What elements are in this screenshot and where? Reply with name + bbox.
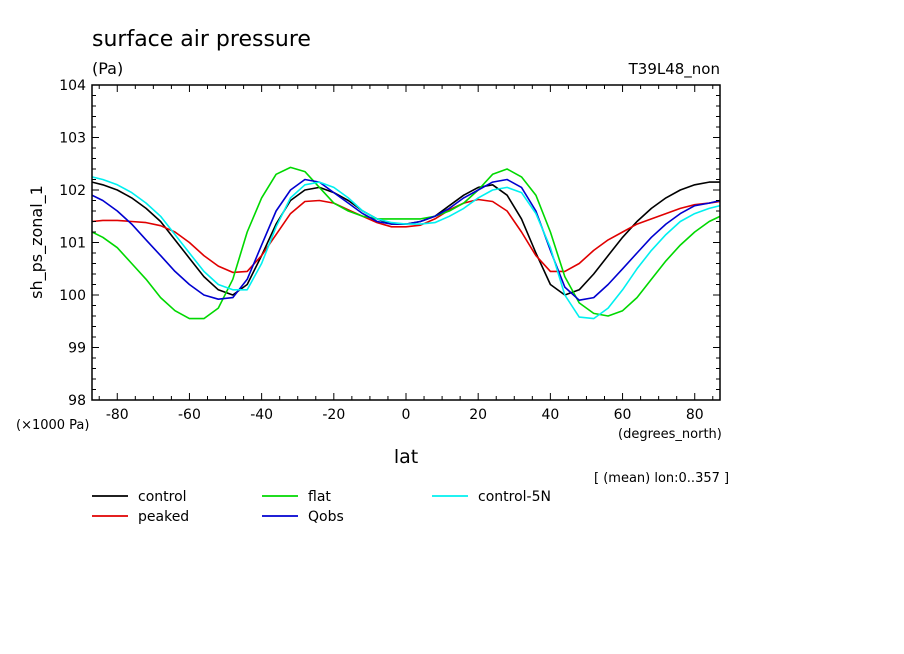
legend-label: control <box>138 489 187 505</box>
run-label: T39L48_non <box>628 60 720 79</box>
y-tick-label: 101 <box>59 236 86 252</box>
y-axis-ticks: 98 99 100 101 102 103 104 <box>59 78 720 409</box>
x-tick-label: -20 <box>322 407 345 423</box>
legend: control peaked flat Qobs control-5N <box>92 489 551 525</box>
x-tick-label: -40 <box>250 407 273 423</box>
x-tick-label: 60 <box>614 407 632 423</box>
y-tick-label: 98 <box>68 393 86 409</box>
y-axis-label: sh_ps_zonal_1 <box>27 185 47 299</box>
x-tick-label: 20 <box>469 407 487 423</box>
x-axis-units: (degrees_north) <box>618 427 722 442</box>
legend-label: flat <box>308 489 331 505</box>
x-tick-label: 80 <box>686 407 704 423</box>
legend-label: control-5N <box>478 489 551 505</box>
y-tick-label: 100 <box>59 288 86 304</box>
plot-area: -80 -60 -40 -20 0 20 40 60 80 98 99 100 101 102 103 10… <box>59 78 721 423</box>
legend-label: Qobs <box>308 509 344 525</box>
y-tick-label: 103 <box>59 131 86 147</box>
mean-note: [ (mean) lon:0..357 ] <box>594 471 729 486</box>
series-line-flat <box>92 166 720 320</box>
x-tick-label: -80 <box>106 407 129 423</box>
y-multiplier-label: (×1000 Pa) <box>16 418 89 433</box>
series-line-control-5n <box>92 176 720 320</box>
series-line-control <box>92 181 720 296</box>
y-tick-label: 99 <box>68 341 86 357</box>
legend-label: peaked <box>138 509 189 525</box>
y-tick-label: 104 <box>59 78 86 94</box>
chart-title: surface air pressure <box>92 27 311 52</box>
x-tick-label: -60 <box>178 407 201 423</box>
x-axis-label: lat <box>394 446 418 468</box>
x-tick-label: 40 <box>541 407 559 423</box>
x-tick-label: 0 <box>402 407 411 423</box>
series-lines <box>92 166 720 320</box>
y-tick-label: 102 <box>59 183 86 199</box>
x-axis-ticks: -80 -60 -40 -20 0 20 40 60 80 <box>98 85 714 423</box>
plot-frame <box>91 84 721 401</box>
series-line-peaked <box>92 198 720 274</box>
chart-units: (Pa) <box>92 59 123 78</box>
